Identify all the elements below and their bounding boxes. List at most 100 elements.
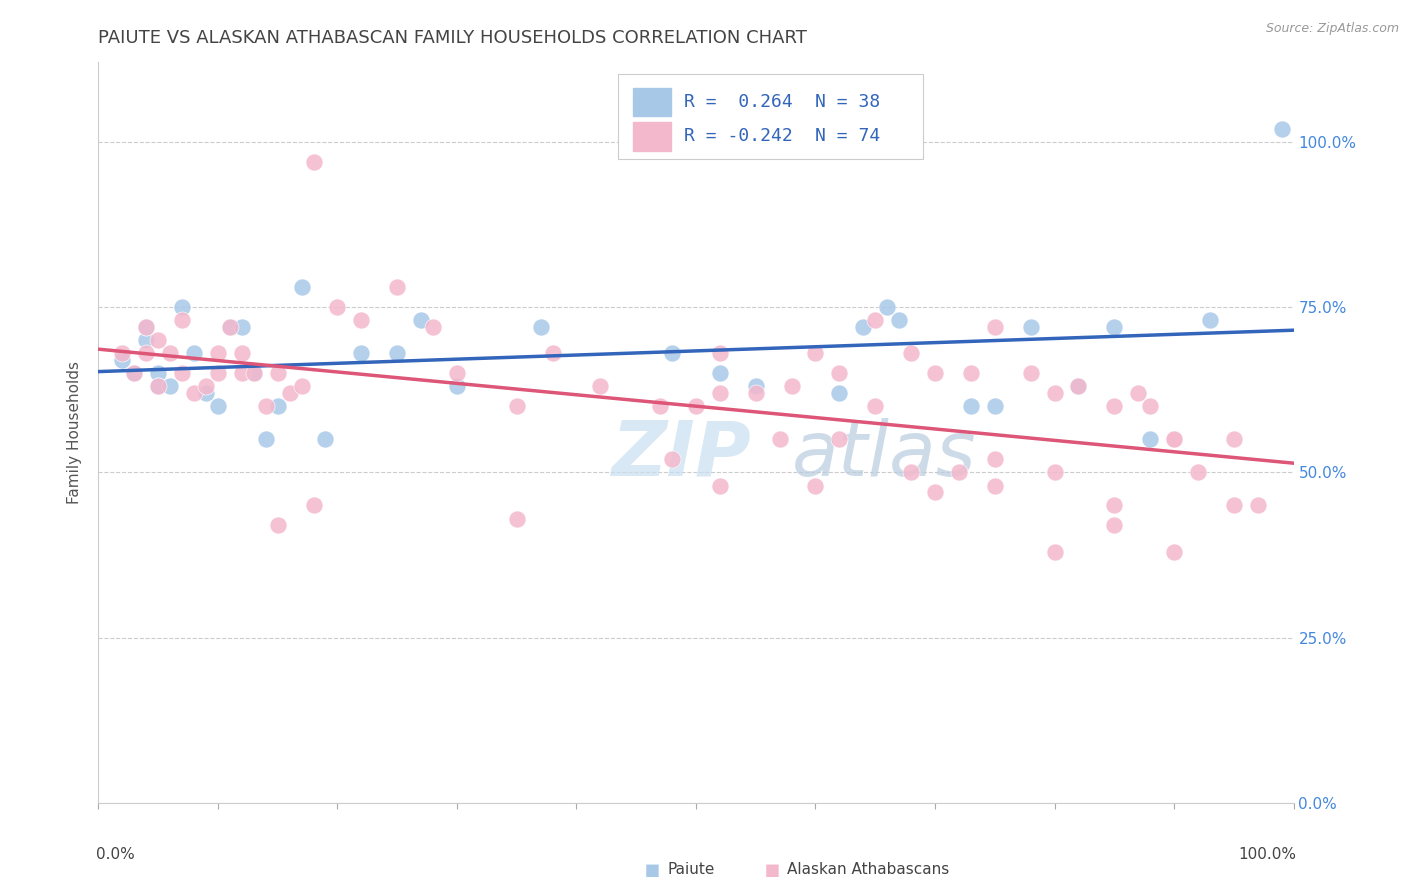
Point (1163, 544, 1185, 558)
Point (889, 313, 911, 327)
Point (148, 379, 170, 393)
Point (948, 465, 970, 479)
Point (960, 366, 983, 380)
Point (804, 478, 827, 492)
Text: 100.0%: 100.0% (1237, 847, 1296, 863)
Point (1223, 432, 1246, 446)
Point (1163, 432, 1185, 446)
Point (900, 346, 922, 360)
Point (148, 379, 170, 393)
Point (828, 432, 851, 446)
Text: ▪: ▪ (644, 858, 661, 881)
Point (124, 366, 146, 380)
Point (984, 478, 1007, 492)
Point (1104, 399, 1126, 413)
Point (1067, 379, 1090, 393)
Y-axis label: Family Households: Family Households (67, 361, 83, 504)
Point (1163, 432, 1185, 446)
Point (267, 366, 290, 380)
Point (960, 399, 983, 413)
Point (172, 300, 194, 314)
Point (291, 379, 314, 393)
Point (254, 399, 277, 413)
Point (506, 399, 529, 413)
Point (865, 399, 887, 413)
Point (984, 452, 1007, 467)
Point (1019, 319, 1042, 334)
Point (768, 432, 790, 446)
Point (207, 399, 229, 413)
Point (148, 366, 170, 380)
Text: N = 74: N = 74 (815, 128, 880, 145)
Point (267, 399, 290, 413)
Point (1139, 432, 1161, 446)
Text: R = -0.242: R = -0.242 (685, 128, 793, 145)
FancyBboxPatch shape (633, 87, 671, 116)
Point (111, 352, 134, 367)
Point (828, 386, 851, 401)
Point (422, 319, 444, 334)
Point (852, 319, 875, 334)
Point (506, 511, 529, 525)
Point (135, 333, 157, 347)
Point (1247, 499, 1270, 513)
Text: ZIP: ZIP (613, 417, 752, 491)
Point (350, 313, 373, 327)
Point (207, 346, 229, 360)
Point (315, 432, 337, 446)
Point (661, 452, 683, 467)
Point (385, 280, 409, 294)
Point (828, 366, 851, 380)
Text: N = 38: N = 38 (815, 93, 880, 111)
Point (231, 366, 253, 380)
FancyBboxPatch shape (633, 122, 671, 151)
Point (446, 366, 468, 380)
Point (530, 319, 553, 334)
Point (984, 399, 1007, 413)
Point (709, 478, 731, 492)
Point (267, 518, 290, 533)
Point (172, 313, 194, 327)
Point (709, 346, 731, 360)
Point (984, 319, 1007, 334)
Point (924, 485, 946, 500)
Point (207, 366, 229, 380)
Point (411, 313, 433, 327)
Point (1043, 386, 1066, 401)
Point (243, 366, 266, 380)
Point (219, 319, 242, 334)
Point (1199, 313, 1222, 327)
Point (709, 386, 731, 401)
Text: R =  0.264: R = 0.264 (685, 93, 793, 111)
Text: Paiute: Paiute (668, 863, 716, 877)
Point (1104, 319, 1126, 334)
Point (231, 346, 253, 360)
Point (1128, 386, 1150, 401)
Text: Source: ZipAtlas.com: Source: ZipAtlas.com (1265, 22, 1399, 36)
Point (195, 386, 218, 401)
Point (135, 319, 157, 334)
Point (804, 346, 827, 360)
Point (183, 386, 205, 401)
Text: Alaskan Athabascans: Alaskan Athabascans (787, 863, 949, 877)
Point (1104, 518, 1126, 533)
Point (661, 346, 683, 360)
Point (541, 346, 564, 360)
Point (1223, 499, 1246, 513)
Text: atlas: atlas (792, 417, 976, 491)
Point (924, 366, 946, 380)
Point (135, 346, 157, 360)
Point (350, 346, 373, 360)
Point (1043, 465, 1066, 479)
Text: PAIUTE VS ALASKAN ATHABASCAN FAMILY HOUSEHOLDS CORRELATION CHART: PAIUTE VS ALASKAN ATHABASCAN FAMILY HOUS… (98, 29, 807, 47)
Point (159, 346, 181, 360)
Point (159, 379, 181, 393)
Point (302, 499, 325, 513)
Point (302, 154, 325, 169)
Point (291, 280, 314, 294)
Point (243, 366, 266, 380)
Point (219, 319, 242, 334)
Point (195, 379, 218, 393)
Point (385, 346, 409, 360)
Point (1271, 121, 1294, 136)
